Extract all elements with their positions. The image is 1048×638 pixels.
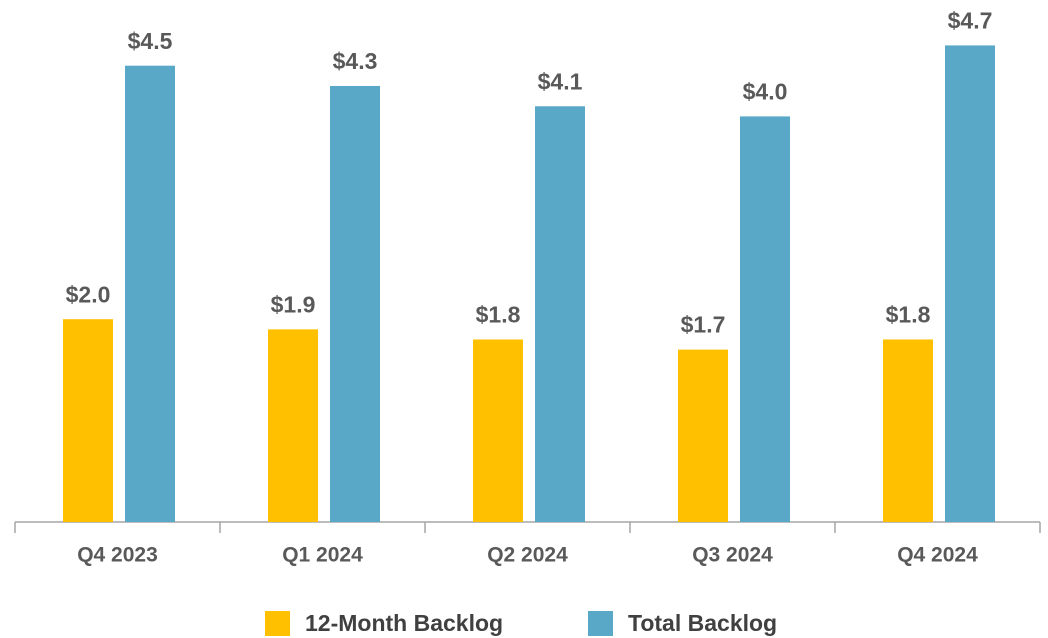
value-label: $4.5 — [128, 28, 173, 54]
x-tick-label: Q1 2024 — [282, 544, 363, 567]
x-tick-label: Q2 2024 — [487, 544, 568, 567]
bar — [678, 349, 728, 522]
bar — [268, 329, 318, 522]
bar — [740, 116, 790, 523]
value-label: $1.8 — [886, 302, 931, 328]
bar — [125, 65, 175, 522]
value-label: $1.8 — [476, 302, 521, 328]
value-label: $4.7 — [948, 7, 993, 33]
x-tick-label: Q3 2024 — [692, 544, 773, 567]
value-label: $4.0 — [743, 78, 788, 104]
bar — [330, 85, 380, 522]
value-label: $1.7 — [681, 312, 726, 338]
legend-label: Total Backlog — [628, 610, 777, 636]
bar — [883, 339, 933, 522]
value-label: $1.9 — [271, 291, 316, 317]
bar — [535, 106, 585, 522]
value-label: $4.3 — [333, 48, 378, 74]
value-label: $4.1 — [538, 68, 583, 94]
x-tick-label: Q4 2024 — [897, 544, 978, 567]
legend-label: 12-Month Backlog — [305, 610, 503, 636]
bar — [473, 339, 523, 522]
bar — [63, 319, 113, 522]
value-label: $2.0 — [66, 281, 111, 307]
legend-swatch — [265, 611, 290, 636]
legend-swatch — [588, 611, 613, 636]
bar — [945, 45, 995, 523]
x-tick-label: Q4 2023 — [77, 544, 158, 567]
